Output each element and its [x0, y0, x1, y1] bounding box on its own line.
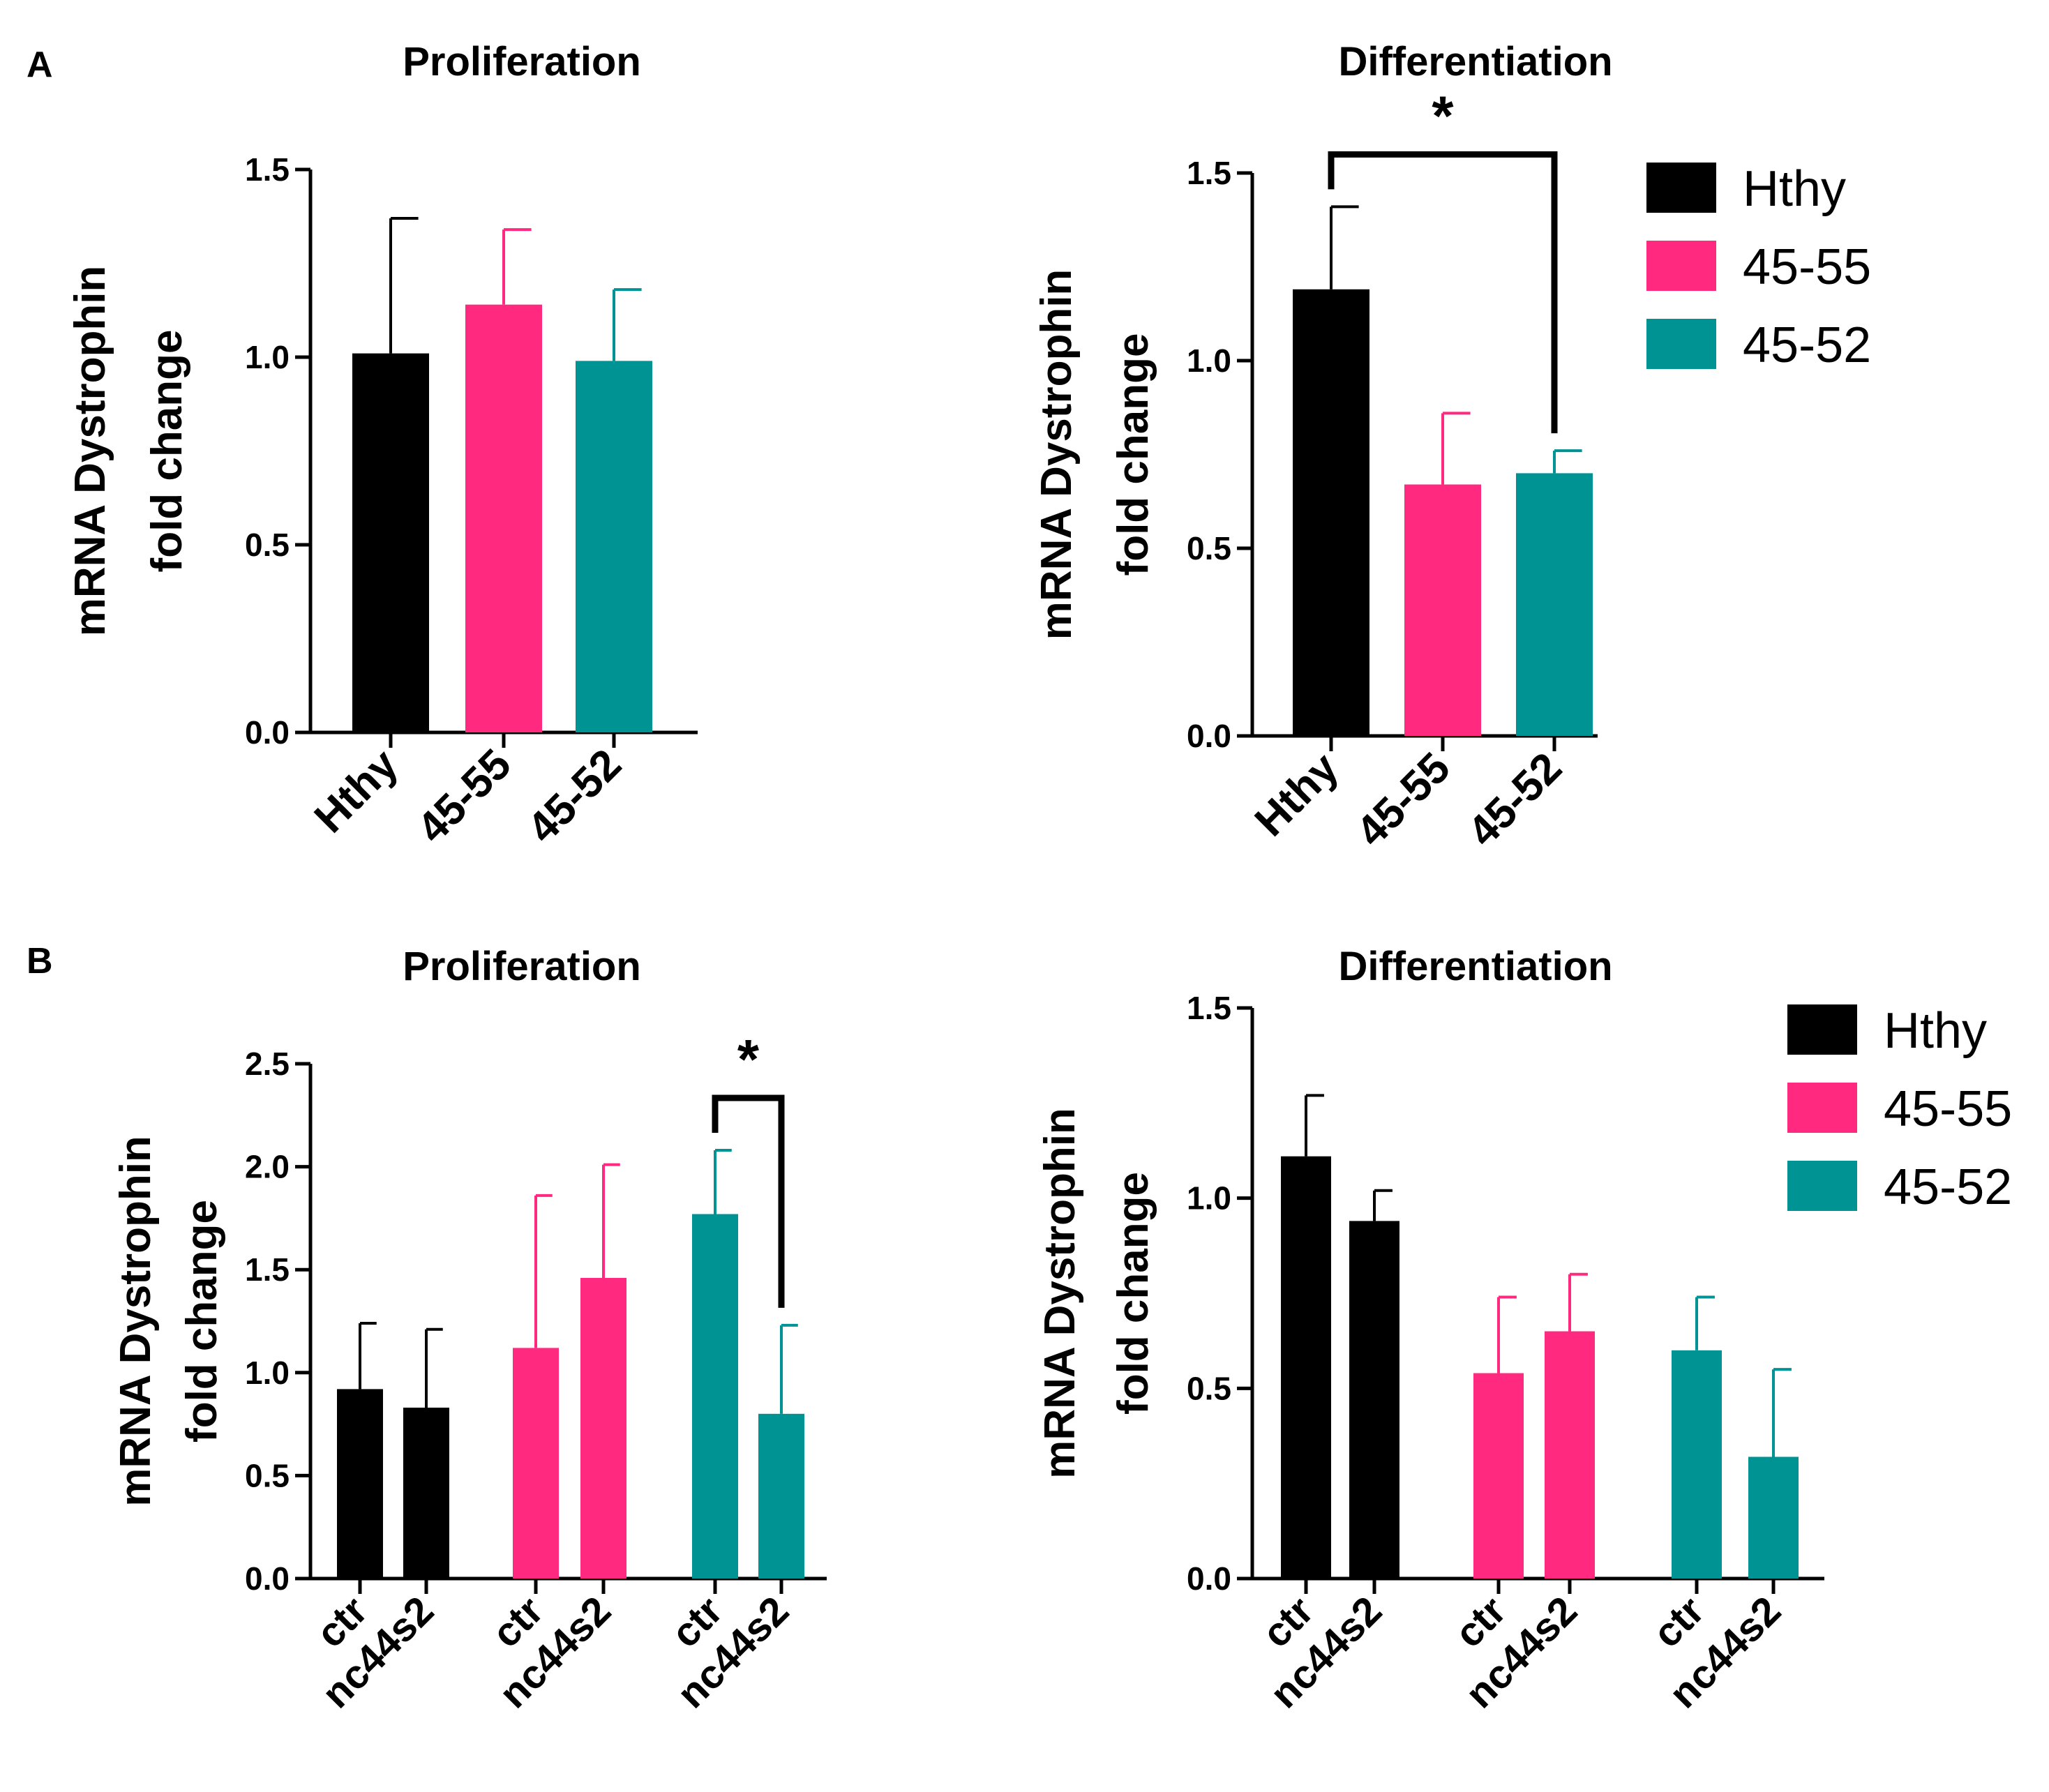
- bar: [1404, 484, 1481, 736]
- y-axis-label: mRNA Dystrophin: [112, 1136, 160, 1507]
- panel-label-a: A: [27, 45, 53, 85]
- bar: [465, 304, 542, 732]
- legend-swatch: [1646, 319, 1716, 369]
- y-tick-label: 1.0: [1187, 342, 1231, 379]
- significance-star: *: [737, 1028, 760, 1090]
- legend-swatch: [1787, 1083, 1857, 1133]
- x-tick-label: 45-55: [408, 740, 520, 852]
- y-tick-label: 1.0: [245, 339, 290, 375]
- y-tick-label: 0.5: [1187, 530, 1231, 566]
- bar: [1293, 289, 1369, 736]
- y-tick-label: 0.0: [1187, 1560, 1231, 1597]
- significance-bracket: [1328, 151, 1558, 434]
- legend-b: Hthy 45-55 45-52: [1787, 1003, 2012, 1215]
- y-axis-label: mRNA Dystrophin: [66, 266, 114, 637]
- chart-title: Proliferation: [403, 39, 641, 84]
- y-axis-label: fold change: [1109, 333, 1157, 576]
- bar: [1545, 1331, 1595, 1579]
- chart-b-differentiation: Differentiation mRNA Dystrophin fold chang…: [1036, 944, 1824, 1717]
- y-axis-label: fold change: [178, 1200, 226, 1443]
- legend-label: Hthy: [1884, 1003, 1987, 1059]
- chart-title: Differentiation: [1338, 944, 1612, 989]
- x-tick-label: Hthy: [306, 740, 408, 843]
- y-axis-label: mRNA Dystrophin: [1036, 1108, 1084, 1479]
- chart-title: Proliferation: [403, 944, 641, 989]
- y-tick-label: 1.0: [1187, 1180, 1231, 1217]
- bar: [403, 1407, 449, 1579]
- bar: [1672, 1350, 1722, 1579]
- x-tick-label: 45-52: [1459, 744, 1571, 856]
- chart-a-differentiation: Differentiation mRNA Dystrophin fold chang…: [1033, 39, 1613, 856]
- x-tick-label: 45-55: [1347, 744, 1459, 856]
- y-axis-label: fold change: [1109, 1172, 1157, 1415]
- y-axis-label: fold change: [143, 330, 191, 573]
- y-tick-label: 2.5: [245, 1046, 290, 1082]
- y-tick-label: 0.0: [1187, 718, 1231, 754]
- legend-label: 45-52: [1884, 1159, 2012, 1215]
- x-tick-label: Hthy: [1246, 744, 1349, 846]
- legend-label: 45-55: [1884, 1081, 2012, 1137]
- y-tick-label: 1.5: [245, 151, 290, 188]
- bar: [576, 361, 652, 732]
- significance-star: *: [1432, 84, 1454, 146]
- y-tick-label: 1.5: [245, 1251, 290, 1288]
- bar: [758, 1413, 804, 1579]
- chart-a-proliferation: Proliferation mRNA Dystrophin fold change 0…: [66, 39, 698, 852]
- bar: [1473, 1373, 1524, 1579]
- y-tick-label: 0.0: [245, 1560, 290, 1597]
- bar: [692, 1214, 738, 1579]
- legend-swatch: [1646, 163, 1716, 213]
- bar: [1516, 473, 1593, 736]
- legend-label: 45-55: [1743, 239, 1871, 295]
- chart-b-proliferation: Proliferation mRNA Dystrophin fold change 0…: [112, 944, 827, 1717]
- legend-swatch: [1646, 241, 1716, 291]
- bar: [1281, 1156, 1331, 1579]
- legend-a: Hthy 45-55 45-52: [1646, 161, 1871, 373]
- bar: [513, 1348, 559, 1579]
- bar: [580, 1278, 626, 1579]
- chart-title: Differentiation: [1338, 39, 1612, 84]
- bar: [337, 1389, 383, 1579]
- panel-label-b: B: [27, 941, 53, 981]
- bar: [1748, 1456, 1799, 1579]
- y-axis-label: mRNA Dystrophin: [1033, 269, 1081, 640]
- x-tick-label: 45-52: [518, 740, 631, 852]
- legend-swatch: [1787, 1004, 1857, 1055]
- y-tick-label: 2.0: [245, 1149, 290, 1185]
- y-tick-label: 1.5: [1187, 990, 1231, 1026]
- y-tick-label: 0.5: [245, 1457, 290, 1493]
- legend-swatch: [1787, 1161, 1857, 1211]
- significance-bracket: [712, 1094, 785, 1308]
- bar: [1349, 1221, 1399, 1579]
- legend-label: Hthy: [1743, 161, 1846, 217]
- y-tick-label: 0.5: [245, 527, 290, 563]
- y-tick-label: 1.5: [1187, 155, 1231, 191]
- legend-label: 45-52: [1743, 317, 1871, 373]
- bar: [352, 353, 429, 732]
- y-tick-label: 1.0: [245, 1355, 290, 1391]
- y-tick-label: 0.0: [245, 714, 290, 751]
- y-tick-label: 0.5: [1187, 1370, 1231, 1406]
